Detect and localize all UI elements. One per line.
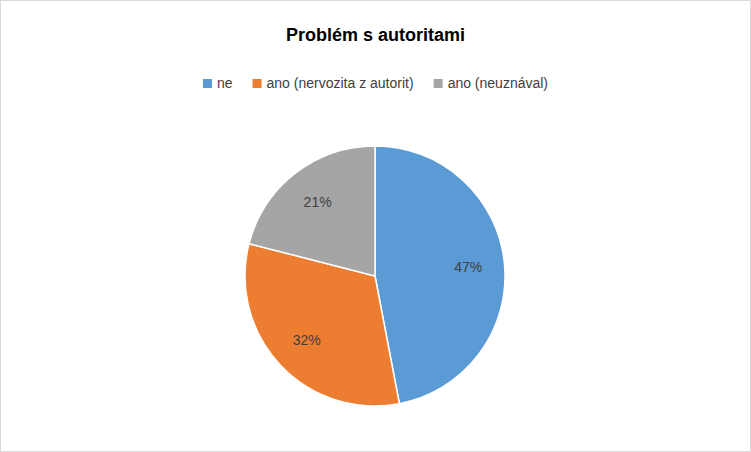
legend-item: ne [203,75,233,91]
pie [245,146,505,406]
pie-slice [249,146,375,276]
legend-label: ano (nervozita z autorit) [267,75,414,91]
data-label: 21% [304,194,332,210]
legend-swatch [434,79,443,88]
chart: Problém s autoritami ne ano (nervozita z a… [0,0,751,452]
pie-slice [375,146,505,404]
legend-label: ano (neuznával) [448,75,548,91]
chart-frame [1,1,751,452]
legend-swatch [203,79,212,88]
data-labels: 47% 32% 21% [293,194,482,348]
legend-swatch [253,79,262,88]
chart-title: Problém s autoritami [286,25,465,45]
data-label: 32% [293,332,321,348]
legend: ne ano (nervozita z autorit) ano (neuznáva… [203,75,548,91]
legend-item: ano (neuznával) [434,75,548,91]
data-label: 47% [454,259,482,275]
legend-item: ano (nervozita z autorit) [253,75,414,91]
legend-label: ne [217,75,233,91]
pie-slice [245,244,399,406]
